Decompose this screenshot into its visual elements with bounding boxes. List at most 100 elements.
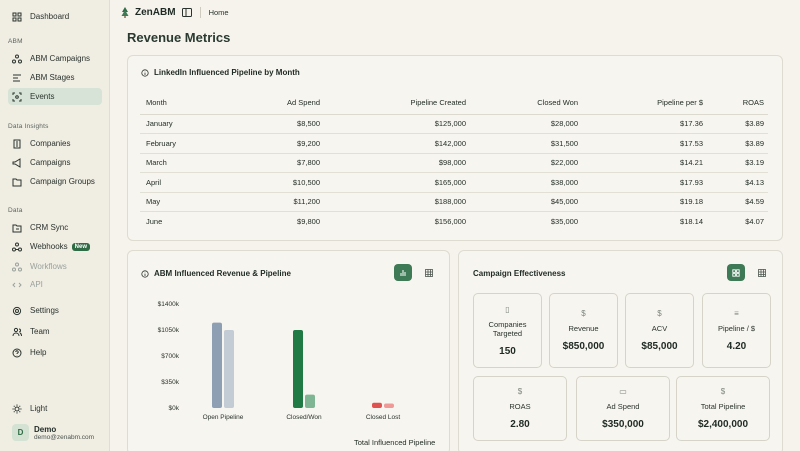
sidebar-item-dashboard[interactable]: Dashboard <box>8 8 102 25</box>
table-cell: $142,000 <box>320 133 466 154</box>
webhook-icon <box>11 241 22 252</box>
grid-view-button[interactable] <box>727 264 745 281</box>
table-view-button[interactable] <box>753 264 771 281</box>
pipeline-table: Month Ad Spend Pipeline Created Closed W… <box>140 92 768 231</box>
metric-tile: $ Total Pipeline $2,400,000 <box>676 376 770 441</box>
users-icon <box>11 326 22 337</box>
sidebar-item-label: Workflows <box>30 262 67 271</box>
sidebar-item-companies[interactable]: Companies <box>8 135 102 152</box>
sidebar-item-label: CRM Sync <box>30 223 69 232</box>
sidebar-item-label: Settings <box>30 306 59 315</box>
table-cell: $10,500 <box>235 172 320 193</box>
chart-bar[interactable] <box>293 330 303 408</box>
tile-value: 2.80 <box>510 419 530 430</box>
breadcrumb[interactable]: Home <box>208 7 229 17</box>
table-cell: $45,000 <box>466 192 578 212</box>
chart-bar[interactable] <box>384 403 394 408</box>
metric-tile: ≡ Pipeline / $ 4.20 <box>702 293 771 368</box>
table-cell: $9,200 <box>235 133 320 154</box>
table-cell: $3.89 <box>703 114 768 134</box>
sidebar-item-campaign-groups[interactable]: Campaign Groups <box>8 173 102 190</box>
chart-bar[interactable] <box>305 394 315 408</box>
sidebar-toggle-icon[interactable] <box>181 7 192 17</box>
sidebar-item-workflows[interactable]: Workflows <box>8 258 102 275</box>
filter-icon: ≡ <box>734 309 739 318</box>
page-title: Revenue Metrics <box>127 30 231 45</box>
table-cell: February <box>140 133 235 154</box>
table-cell: $98,000 <box>320 153 466 173</box>
chart-footer-label: Total Influenced Pipeline <box>354 438 436 447</box>
grid-icon <box>732 268 740 277</box>
table-cell: April <box>140 172 235 193</box>
column-header[interactable]: Pipeline per $ <box>578 92 703 115</box>
table-cell: $165,000 <box>320 172 466 193</box>
table-cell: $8,500 <box>235 114 320 134</box>
megaphone-icon <box>11 157 22 168</box>
sidebar-item-label: ABM Campaigns <box>30 54 91 63</box>
sidebar-item-team[interactable]: Team <box>8 323 102 340</box>
card-title: LinkedIn Influenced Pipeline by Month <box>141 68 300 77</box>
table-view-button[interactable] <box>420 264 438 281</box>
y-tick-label: $1400k <box>158 301 180 308</box>
revenue-chart-card: ABM Influenced Revenue & Pipeline $0k $35… <box>127 250 450 451</box>
table-cell: $17.36 <box>578 114 703 134</box>
sidebar-item-label: Dashboard <box>30 12 70 21</box>
table-cell: $3.19 <box>703 153 768 173</box>
sidebar-item-abm-campaigns[interactable]: ABM Campaigns <box>8 50 102 67</box>
brand[interactable]: ZenABM <box>120 6 176 18</box>
sidebar-item-label: ABM Stages <box>30 73 75 82</box>
sidebar-item-crm-sync[interactable]: CRM Sync <box>8 219 102 236</box>
gear-icon <box>11 305 22 316</box>
card-title: Campaign Effectiveness <box>473 269 566 278</box>
chart-bar[interactable] <box>224 330 234 408</box>
folder-icon <box>11 176 22 187</box>
table-row: January $8,500 $125,000 $28,000 $17.36 $3.89 <box>140 114 768 134</box>
column-header[interactable]: ROAS <box>703 92 768 115</box>
table-cell: $3.89 <box>703 133 768 154</box>
sidebar-item-abm-stages[interactable]: ABM Stages <box>8 69 102 86</box>
chart-bar[interactable] <box>212 322 222 408</box>
column-header[interactable]: Closed Won <box>466 92 578 115</box>
tile-label: Total Pipeline <box>700 402 746 411</box>
theme-toggle[interactable]: Light <box>8 400 102 417</box>
tile-label: Ad Spend <box>606 402 640 411</box>
user-name: Demo <box>34 424 57 434</box>
new-badge: New <box>71 242 90 251</box>
list-icon <box>11 72 22 83</box>
chart-bar[interactable] <box>372 402 382 408</box>
user-menu[interactable]: D Demo demo@zenabm.com <box>12 424 94 441</box>
column-header[interactable]: Ad Spend <box>235 92 320 115</box>
revenue-chart: $0k $350k $700k $1050k $1400k Open Pipeline Cl… <box>158 301 401 421</box>
table-cell: $14.21 <box>578 153 703 173</box>
table-cell: $188,000 <box>320 192 466 212</box>
sidebar-item-settings[interactable]: Settings <box>8 302 102 319</box>
table-row: February $9,200 $142,000 $31,500 $17.53 $3.89 <box>140 133 768 154</box>
table-row: April $10,500 $165,000 $38,000 $17.93 $4.13 <box>140 172 768 193</box>
table-row: March $7,800 $98,000 $22,000 $14.21 $3.19 <box>140 153 768 173</box>
dollar-icon: $ <box>720 387 726 396</box>
sidebar-item-label: Team <box>30 327 50 336</box>
sidebar-item-campaigns[interactable]: Campaigns <box>8 154 102 171</box>
table-row: June $9,800 $156,000 $35,000 $18.14 $4.07 <box>140 212 768 232</box>
table-cell: $9,800 <box>297 217 320 226</box>
tile-value: $350,000 <box>602 419 644 430</box>
x-category-label: Open Pipeline <box>203 414 244 421</box>
sidebar-item-events[interactable]: Events <box>8 88 102 105</box>
card-title-text: ABM Influenced Revenue & Pipeline <box>154 269 291 278</box>
x-category-label: Closed/Won <box>286 414 322 421</box>
topbar: ZenABM Home <box>110 0 800 24</box>
table-cell: $4.13 <box>703 172 768 193</box>
tile-label: Revenue <box>568 324 599 333</box>
column-header[interactable]: Pipeline Created <box>320 92 466 115</box>
nodes-icon <box>11 53 22 64</box>
column-header[interactable]: Month <box>140 92 235 115</box>
sidebar-item-api[interactable]: API <box>8 276 102 293</box>
sidebar-item-webhooks[interactable]: Webhooks New <box>8 238 102 255</box>
table-icon <box>758 268 766 277</box>
sidebar: Dashboard ABM ABM Campaigns ABM Stages E… <box>0 0 110 451</box>
table-cell: $125,000 <box>320 114 466 134</box>
sidebar-item-label: Help <box>30 348 47 357</box>
chart-view-button[interactable] <box>394 264 412 281</box>
sidebar-item-help[interactable]: Help <box>8 344 102 361</box>
table-icon <box>425 268 433 277</box>
